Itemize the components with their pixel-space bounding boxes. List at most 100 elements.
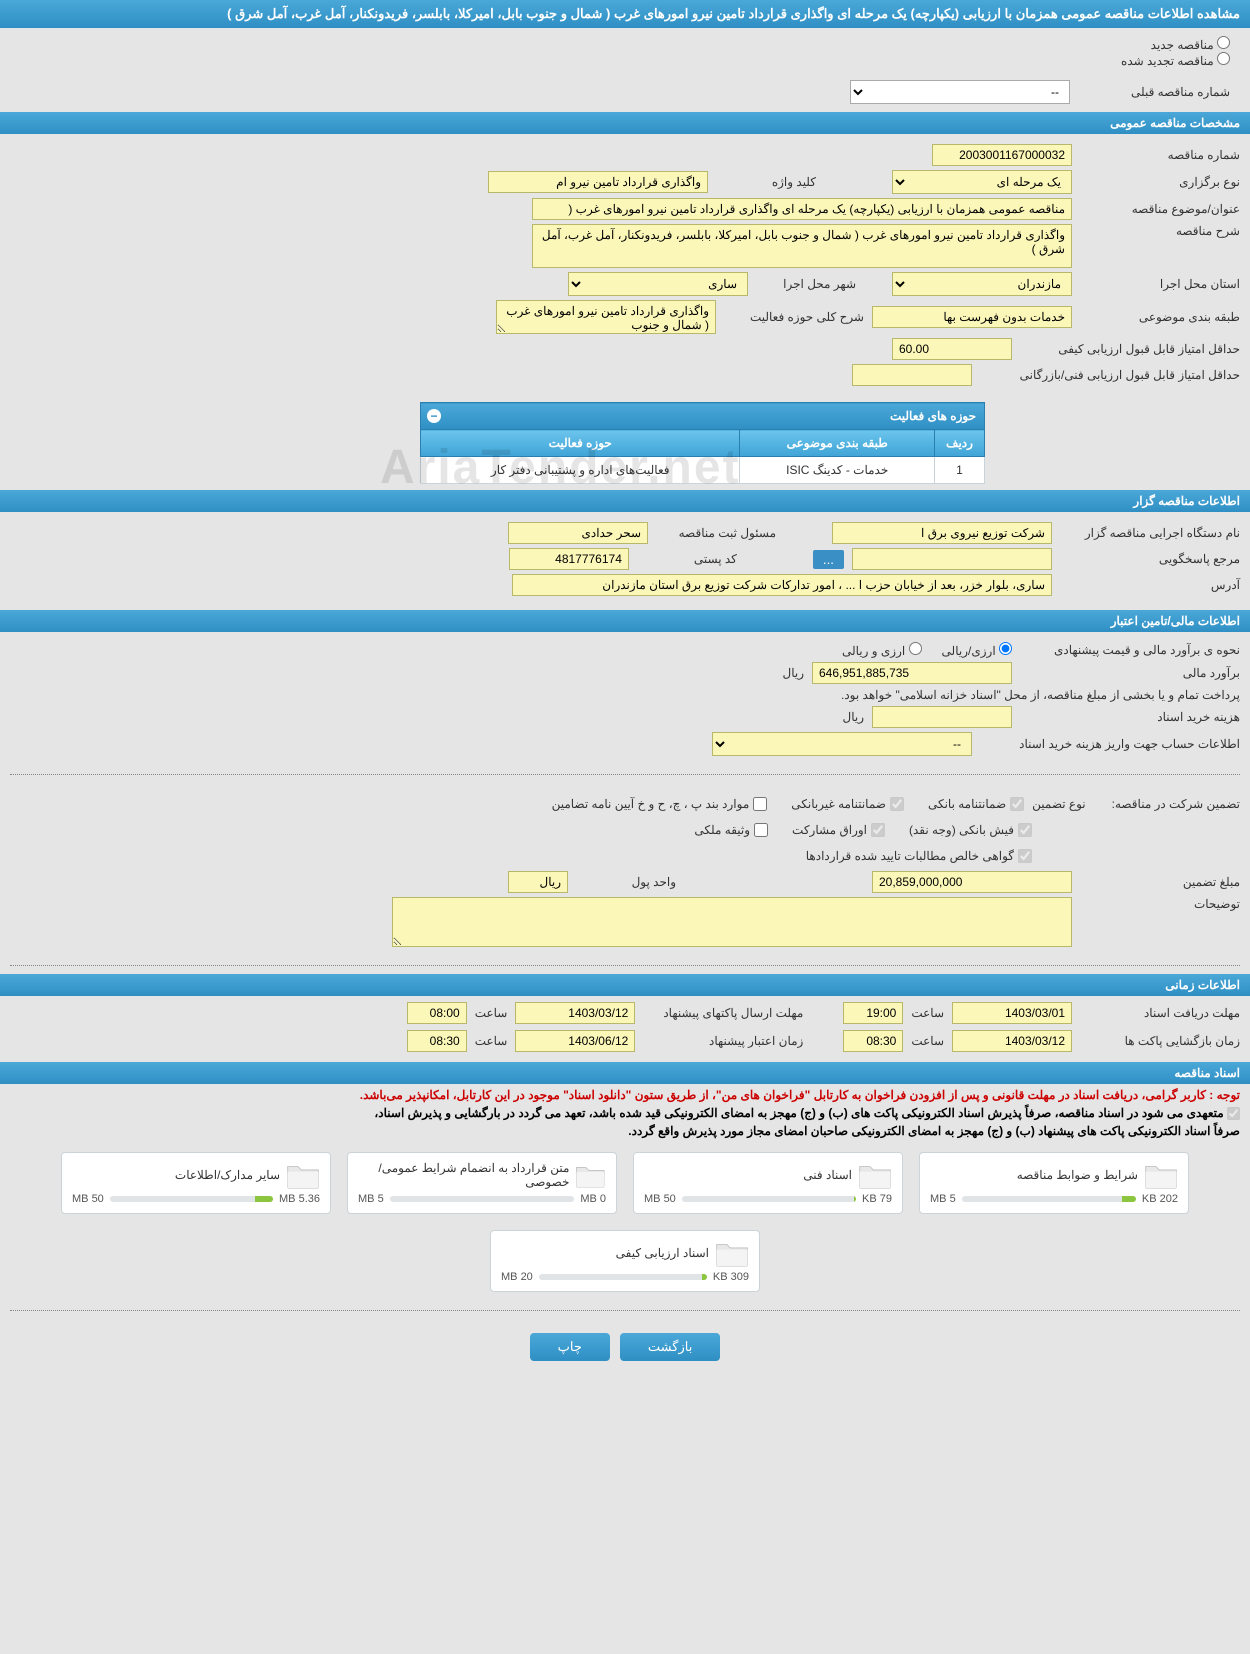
mode-r1-radio[interactable] (999, 642, 1012, 655)
receive-label: مهلت دریافت اسناد (1080, 1006, 1240, 1020)
city-select[interactable]: ساری (568, 272, 748, 296)
credit-time-field[interactable] (407, 1030, 467, 1052)
row-num: 1 (935, 457, 985, 484)
folder-icon (858, 1161, 892, 1189)
buy-cost-field[interactable] (872, 706, 1012, 728)
notice-line1: متعهدی می شود در اسناد مناقصه، صرفاً پذی… (0, 1106, 1250, 1124)
table-row: 1 خدمات - کدینگ ISIC فعالیت‌های اداره و … (421, 457, 985, 484)
activity-table-title: حوزه های فعالیت (890, 409, 976, 423)
receive-date-field[interactable] (952, 1002, 1072, 1024)
guarantee-notes-field[interactable] (392, 897, 1072, 947)
doc-card[interactable]: متن قرارداد به انضمام شرایط عمومی/خصوصی 0… (347, 1152, 617, 1214)
send-time-field[interactable] (407, 1002, 467, 1024)
currency-field[interactable] (508, 871, 568, 893)
guarantee-type-label: نوع تضمین (1032, 797, 1085, 811)
type-select[interactable]: یک مرحله ای (892, 170, 1072, 194)
guarantee-amount-field[interactable] (872, 871, 1072, 893)
amount-field[interactable] (812, 662, 1012, 684)
doc-name: سایر مدارک/اطلاعات (175, 1168, 280, 1182)
responder-field[interactable] (852, 548, 1052, 570)
min-tech-field[interactable] (852, 364, 972, 386)
address-label: آدرس (1060, 578, 1240, 592)
buy-cost-unit: ریال (842, 710, 864, 724)
postal-field[interactable] (509, 548, 629, 570)
responder-lookup-button[interactable]: ... (813, 550, 844, 569)
open-date-field[interactable] (952, 1030, 1072, 1052)
back-button[interactable]: بازگشت (620, 1333, 720, 1361)
print-button[interactable]: چاپ (530, 1333, 610, 1361)
new-tender-text: مناقصه جدید (1151, 38, 1214, 52)
new-tender-radio-label[interactable]: مناقصه جدید (1151, 38, 1230, 52)
type-label: نوع برگزاری (1080, 175, 1240, 189)
folder-icon (286, 1161, 320, 1189)
open-label: زمان بازگشایی پاکت ها (1080, 1034, 1240, 1048)
section-general-header: مشخصات مناقصه عمومی (0, 112, 1250, 134)
divider (10, 1310, 1240, 1311)
renewed-tender-radio-label[interactable]: مناقصه تجدید شده (1121, 54, 1230, 68)
renewed-tender-radio[interactable] (1217, 52, 1230, 65)
doc-max: 20 MB (501, 1271, 533, 1283)
credit-date-field[interactable] (515, 1030, 635, 1052)
number-field[interactable] (932, 144, 1072, 166)
province-select[interactable]: مازندران (892, 272, 1072, 296)
c1-label[interactable]: ضمانتنامه بانکی (928, 797, 1024, 811)
account-select[interactable]: -- (712, 732, 972, 756)
c3-check[interactable] (753, 797, 767, 811)
contact-name-field[interactable] (508, 522, 648, 544)
activity-table: حوزه های فعالیت− ردیف طبقه بندی موضوعی ح… (40, 402, 1240, 484)
amount-unit: ریال (782, 666, 804, 680)
activity-desc-label: شرح کلی حوزه فعالیت (724, 310, 864, 324)
send-label: مهلت ارسال پاکتهای پیشنهاد (643, 1006, 803, 1020)
doc-card[interactable]: اسناد فنی79 KB50 MB (633, 1152, 903, 1214)
doc-card[interactable]: سایر مدارک/اطلاعات5.36 MB50 MB (61, 1152, 331, 1214)
collapse-icon[interactable]: − (427, 409, 441, 423)
c7-label[interactable]: گواهی خالص مطالبات تایید شده قراردادها (806, 849, 1032, 863)
folder-icon (715, 1239, 749, 1267)
credit-time-label: ساعت (475, 1034, 508, 1048)
mode-r1-label[interactable]: ارزی/ریالی (942, 642, 1012, 658)
subject-class-field[interactable] (872, 306, 1072, 328)
doc-card[interactable]: شرایط و ضوابط مناقصه202 KB5 MB (919, 1152, 1189, 1214)
progress-bar (110, 1196, 273, 1202)
title-field[interactable] (532, 198, 1072, 220)
renewed-tender-text: مناقصه تجدید شده (1121, 54, 1214, 68)
c2-check (890, 797, 904, 811)
guarantee-amount-label: مبلغ تضمین (1080, 875, 1240, 889)
doc-name: اسناد ارزیابی کیفی (616, 1246, 709, 1260)
keyword-field[interactable] (488, 171, 708, 193)
doc-card[interactable]: اسناد ارزیابی کیفی309 KB20 MB (490, 1230, 760, 1292)
c3-label[interactable]: موارد بند پ ، چ، ح و خ آیین نامه تضامین (552, 797, 768, 811)
min-qual-field[interactable] (892, 338, 1012, 360)
address-field[interactable] (512, 574, 1052, 596)
mode-r2-label[interactable]: ارزی و ریالی (842, 642, 922, 658)
c2-label[interactable]: ضمانتنامه غیربانکی (791, 797, 904, 811)
send-date-field[interactable] (515, 1002, 635, 1024)
new-tender-radio[interactable] (1217, 36, 1230, 49)
section-grantor-header: اطلاعات مناقصه گزار (0, 490, 1250, 512)
postal-label: کد پستی (637, 552, 737, 566)
c5-label[interactable]: اوراق مشارکت (792, 823, 885, 837)
c6-check[interactable] (754, 823, 768, 837)
c4-label[interactable]: فیش بانکی (وجه نقد) (909, 823, 1032, 837)
folder-icon (1144, 1161, 1178, 1189)
activity-desc-field[interactable] (496, 300, 716, 334)
min-tech-label: حداقل امتیاز قابل قبول ارزیابی فنی/بازرگ… (980, 368, 1240, 382)
progress-bar (390, 1196, 575, 1202)
notice-red: توجه : کاربر گرامی، دریافت اسناد در مهلت… (0, 1084, 1250, 1106)
guarantee-notes-label: توضیحات (1080, 897, 1240, 911)
section-docs-header: اسناد مناقصه (0, 1062, 1250, 1084)
city-label: شهر محل اجرا (756, 277, 856, 291)
doc-name: متن قرارداد به انضمام شرایط عمومی/خصوصی (358, 1161, 569, 1189)
notice-line2: صرفاً اسناد الکترونیکی پاکت های پیشنهاد … (0, 1124, 1250, 1142)
doc-size: 0 MB (580, 1193, 606, 1205)
org-field[interactable] (832, 522, 1052, 544)
desc-field[interactable] (532, 224, 1072, 268)
c6-label[interactable]: وثیقه ملکی (694, 823, 768, 837)
mode-r2-radio[interactable] (909, 642, 922, 655)
prev-number-select[interactable]: -- (850, 80, 1070, 104)
open-time-field[interactable] (843, 1030, 903, 1052)
receive-time-field[interactable] (843, 1002, 903, 1024)
doc-max: 50 MB (72, 1193, 104, 1205)
col-class: طبقه بندی موضوعی (740, 430, 935, 457)
docs-grid: شرایط و ضوابط مناقصه202 KB5 MB اسناد فنی7… (0, 1142, 1250, 1302)
